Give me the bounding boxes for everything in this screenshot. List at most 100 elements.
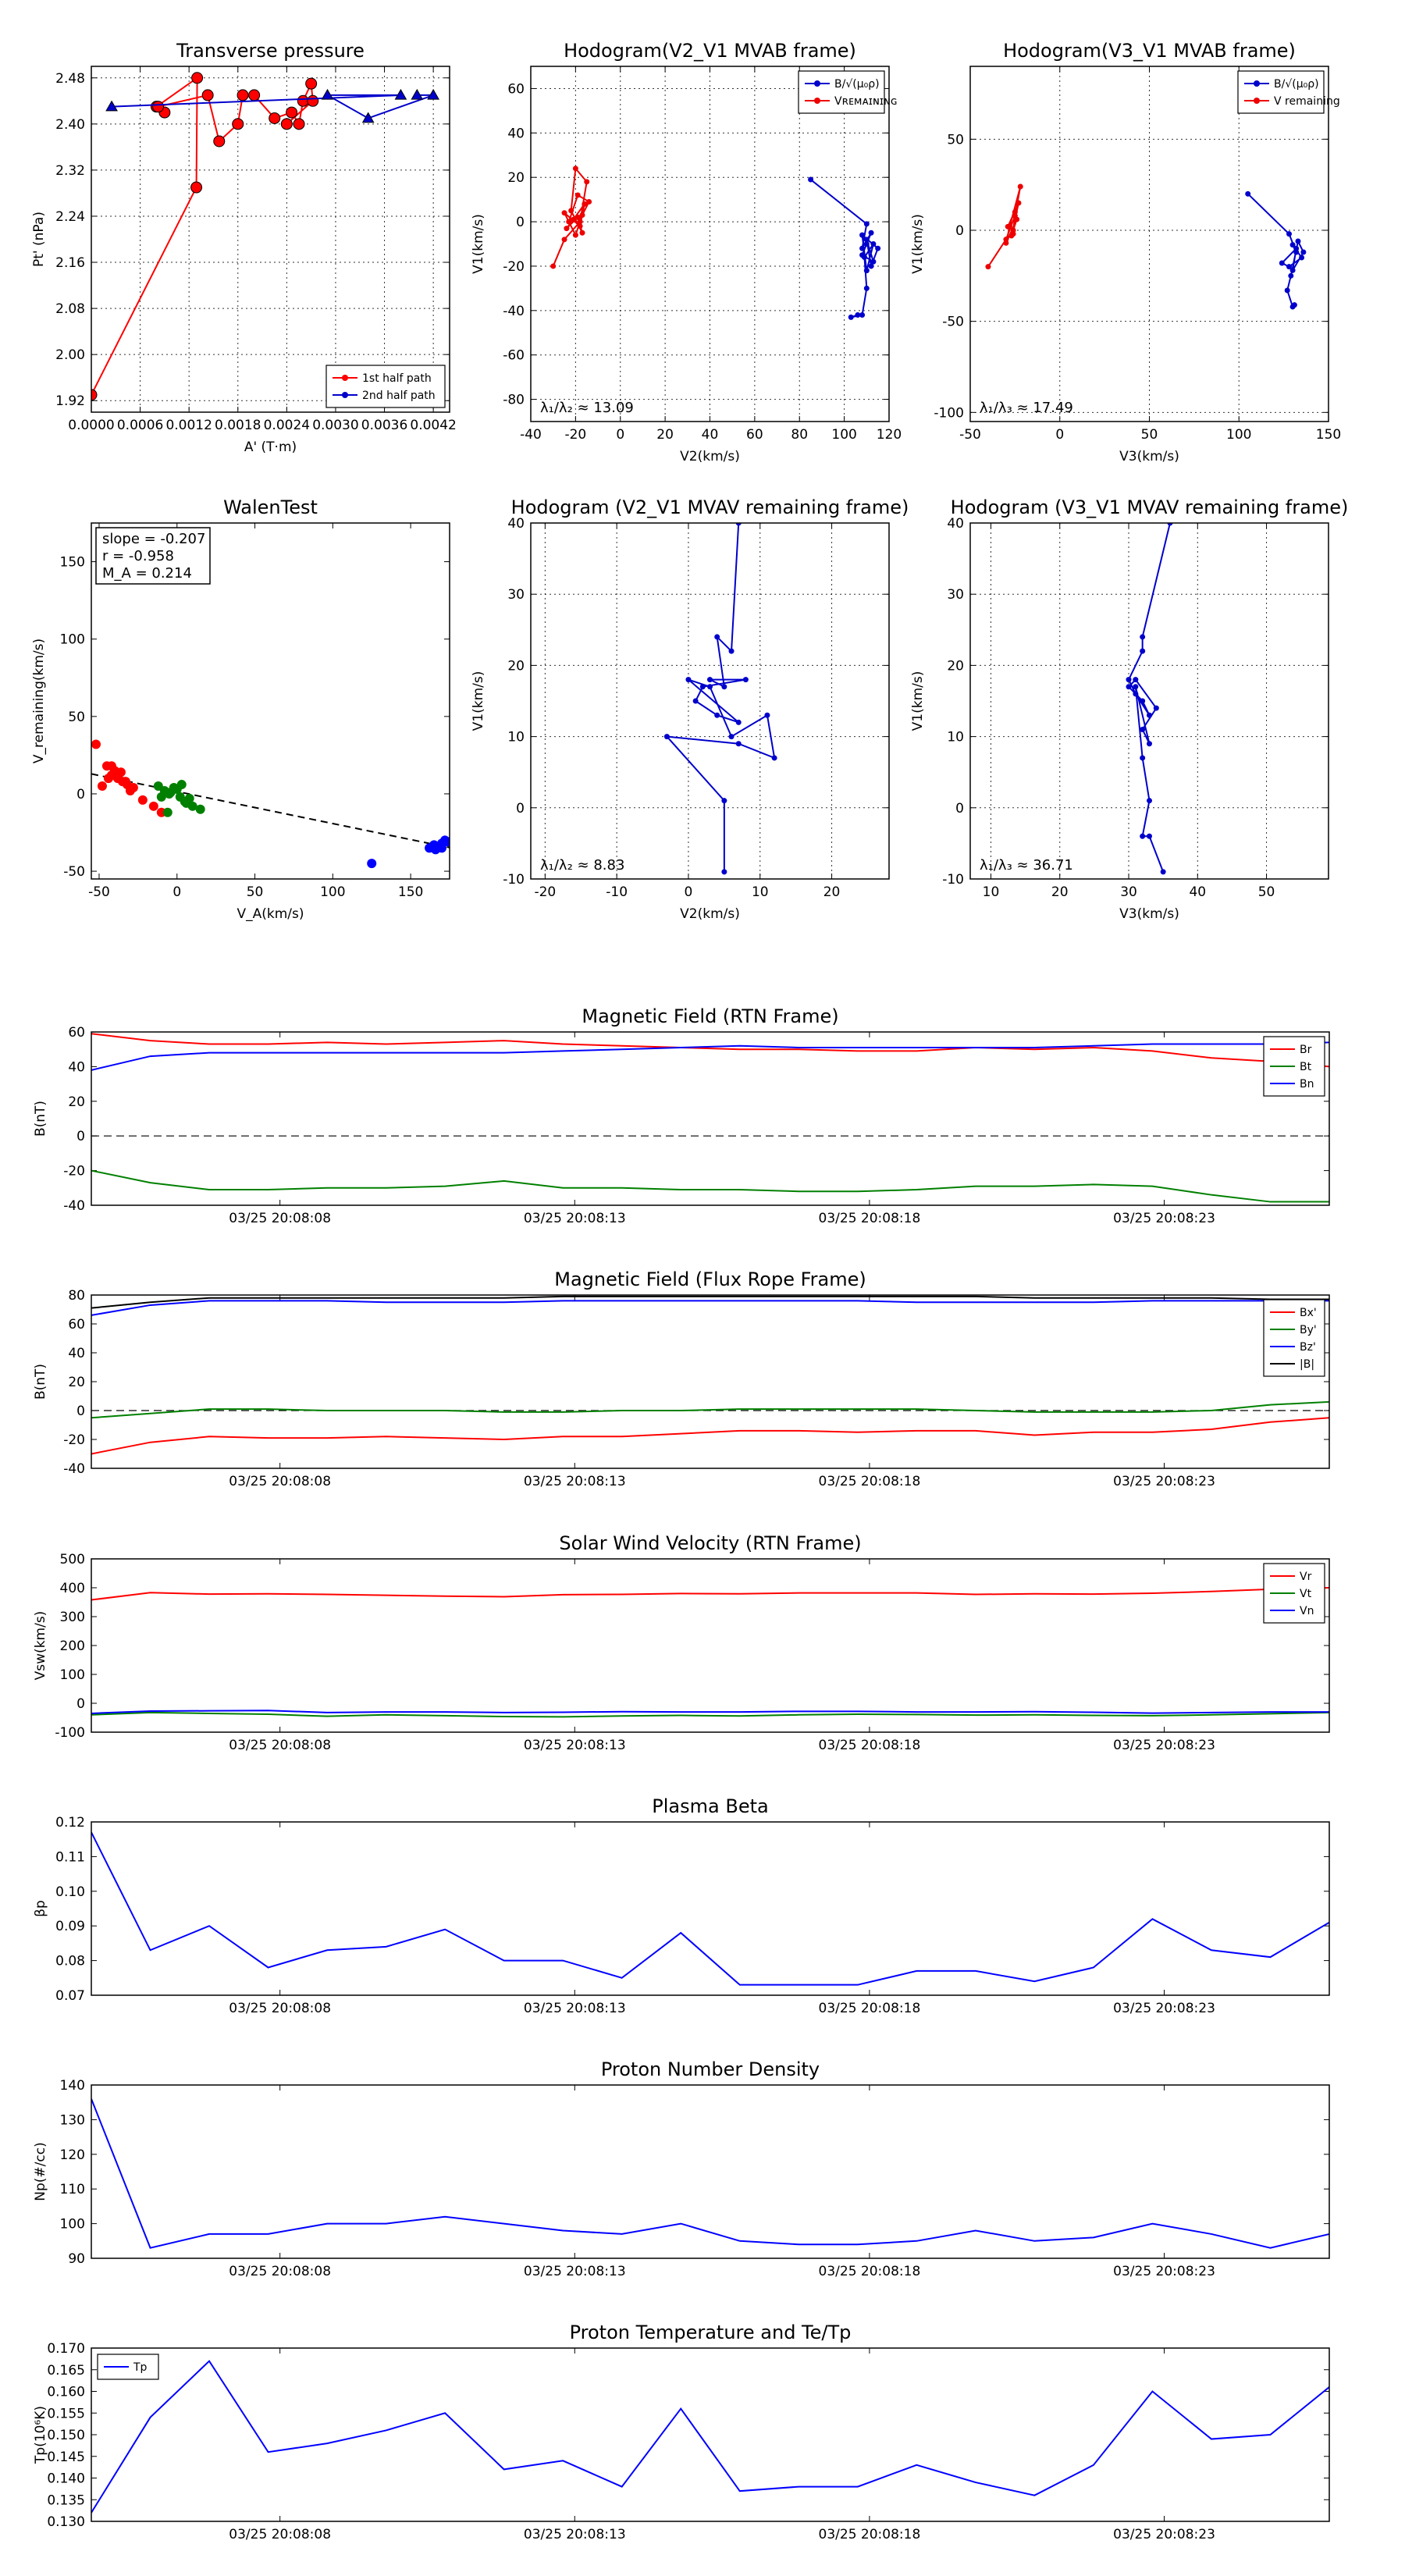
- data-point: [91, 389, 98, 401]
- data-point: [1126, 684, 1132, 690]
- data-point: [577, 223, 583, 229]
- series-line-beta: [91, 1831, 1329, 1986]
- legend-label: Bn: [1300, 1078, 1314, 1091]
- y-tick-label: 150: [60, 555, 85, 571]
- y-tick-label: 50: [68, 710, 85, 725]
- x-tick-label: 100: [1226, 427, 1251, 443]
- data-point: [201, 89, 214, 101]
- x-tick-label: 0.0000: [68, 418, 114, 433]
- data-point: [307, 94, 319, 107]
- data-point: [728, 648, 735, 654]
- x-tick-label: 03/25 20:08:13: [524, 1474, 626, 1489]
- series-line-B-: [809, 179, 879, 318]
- data-point: [870, 241, 877, 247]
- annotation-text: λ₁/λ₂ ≈ 13.09: [540, 400, 634, 416]
- data-point: [443, 837, 450, 847]
- x-tick-label: 100: [320, 884, 345, 900]
- x-axis-label: V2(km/s): [680, 906, 740, 922]
- data-point: [574, 214, 581, 220]
- plot-area: [91, 2360, 1329, 2514]
- y-tick-label: 40: [507, 126, 525, 141]
- data-point: [1140, 755, 1146, 761]
- series-line-Vr: [91, 1587, 1329, 1601]
- chart-title: Plasma Beta: [652, 1795, 768, 1817]
- series-line-V: [664, 523, 776, 872]
- data-point: [582, 201, 588, 207]
- y-tick-label: 2.24: [55, 209, 85, 225]
- y-tick-label: 30: [947, 587, 964, 603]
- data-point: [1003, 240, 1009, 246]
- data-point: [128, 783, 138, 793]
- legend-label: Bz': [1300, 1341, 1316, 1354]
- x-tick-label: 03/25 20:08:13: [524, 2527, 626, 2542]
- data-point: [714, 634, 720, 640]
- x-tick-label: 03/25 20:08:23: [1113, 1211, 1215, 1226]
- y-tick-label: -40: [503, 304, 525, 319]
- x-tick-label: 50: [1258, 884, 1275, 900]
- annotation-text: λ₁/λ₃ ≈ 17.49: [980, 400, 1073, 416]
- x-tick-label: -10: [606, 884, 628, 900]
- data-point: [1153, 705, 1159, 711]
- plot-frame: [91, 2347, 1330, 2522]
- data-point: [213, 135, 226, 148]
- data-point: [280, 118, 293, 130]
- data-point: [568, 208, 574, 214]
- y-axis-label: V_remaining(km/s): [31, 639, 47, 763]
- legend-label: Bx': [1300, 1307, 1317, 1319]
- legend-box: [798, 70, 885, 114]
- data-point: [579, 212, 585, 219]
- x-tick-label: 30: [1120, 884, 1137, 900]
- data-point: [91, 739, 101, 749]
- x-tick-label: 03/25 20:08:18: [819, 1474, 921, 1489]
- y-tick-label: 40: [68, 1059, 85, 1075]
- x-tick-label: 03/25 20:08:18: [819, 2264, 921, 2279]
- data-point: [1293, 245, 1300, 251]
- y-tick-label: 2.40: [55, 117, 85, 133]
- legend-marker: [342, 392, 348, 398]
- data-point: [586, 198, 592, 205]
- x-tick-label: 150: [398, 884, 423, 900]
- y-tick-label: 1.92: [55, 393, 85, 409]
- chart-hodo_v2: -40 -20 0 20 40 60 80 100 120 -80 -60 -40 -20 0 20 40 60…: [471, 40, 902, 464]
- data-point: [1284, 287, 1290, 294]
- chart-walen: -50 0 50 100 150 -50 0 50 100 150 WalenTest V_A(km/…: [31, 496, 450, 922]
- y-tick-label: 10: [507, 730, 525, 745]
- y-tick-label: 60: [68, 1025, 85, 1041]
- data-point: [572, 232, 578, 238]
- data-point: [367, 859, 377, 869]
- series-line-Vt: [91, 1711, 1329, 1718]
- data-point: [286, 106, 298, 119]
- data-point: [1291, 302, 1297, 308]
- y-tick-label: 90: [68, 2251, 85, 2267]
- y-tick-label: -40: [63, 1461, 85, 1477]
- x-tick-label: 03/25 20:08:18: [819, 2527, 921, 2542]
- data-point: [305, 77, 318, 90]
- y-tick-label: 10: [947, 730, 964, 745]
- series-line-Bz-: [91, 1300, 1329, 1316]
- y-tick-label: 50: [947, 132, 964, 148]
- data-point: [269, 112, 281, 124]
- data-point: [1133, 677, 1139, 683]
- y-axis-label: Vsw(km/s): [33, 1611, 48, 1681]
- data-point: [764, 712, 770, 718]
- data-point: [721, 684, 727, 690]
- data-point: [735, 719, 742, 725]
- legend: 1st half path 2nd half path: [325, 365, 446, 408]
- x-tick-label: 03/25 20:08:13: [524, 2001, 626, 2016]
- legend-label: V remaining: [1274, 95, 1340, 108]
- data-point: [1289, 242, 1296, 248]
- legend-label: 2nd half path: [362, 390, 436, 402]
- chart-tp: 03/25 20:08:08 03/25 20:08:13 03/25 20:08:…: [33, 2322, 1330, 2542]
- data-point: [859, 312, 866, 318]
- y-tick-label: -20: [63, 1164, 85, 1179]
- y-tick-label: 0: [76, 1129, 85, 1144]
- y-tick-label: 0.155: [47, 2406, 85, 2421]
- x-tick-label: 03/25 20:08:18: [819, 2001, 921, 2016]
- x-tick-label: 0.0024: [264, 418, 310, 433]
- y-tick-label: 0.140: [47, 2471, 85, 2487]
- y-tick-label: -80: [503, 393, 525, 408]
- series-line-Vn: [91, 1710, 1329, 1714]
- data-point: [855, 312, 861, 318]
- data-point: [571, 216, 577, 222]
- y-tick-label: 2.48: [55, 71, 85, 87]
